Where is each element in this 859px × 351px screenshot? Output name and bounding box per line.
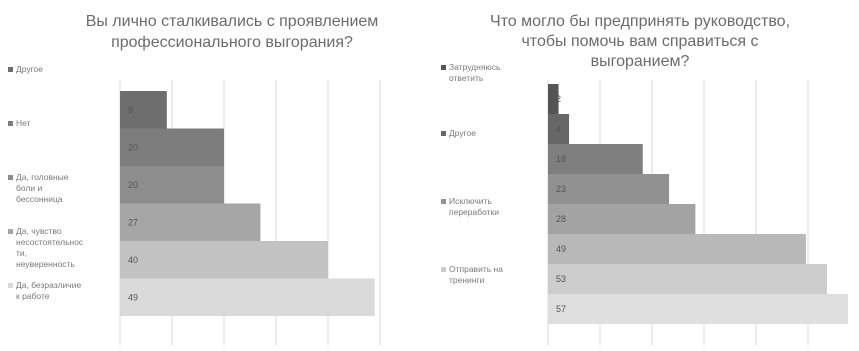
chart-title-line: профессионального выгорания? <box>111 34 353 51</box>
bar <box>548 84 559 114</box>
bar-value-label: 49 <box>556 244 566 254</box>
bar-value-label: 2 <box>556 94 561 104</box>
bar-value-label: 20 <box>128 142 138 152</box>
bar <box>548 264 827 294</box>
chart-management-help: Что могло бы предпринять руководство, что… <box>441 13 848 345</box>
bar-value-label: 57 <box>556 304 566 314</box>
bar <box>548 204 696 234</box>
bar-value-label: 9 <box>128 105 133 115</box>
legend-label: Другое <box>16 64 43 74</box>
legend-swatch <box>441 131 446 136</box>
legend-label: Отправить на <box>449 264 503 274</box>
legend-label: переработки <box>449 207 499 217</box>
legend-label: тренинги <box>449 275 485 285</box>
bar <box>120 278 375 316</box>
legend-swatch <box>8 121 13 126</box>
legend-label: Да, головные <box>16 172 69 182</box>
legend-label: к работе <box>16 291 50 301</box>
chart-title-line: чтобы помочь вам справиться с <box>521 33 758 50</box>
bar <box>548 114 570 144</box>
chart-title-line: выгоранием? <box>591 53 690 70</box>
legend-label: ответить <box>449 73 484 83</box>
bar <box>120 128 224 166</box>
bar <box>120 241 328 279</box>
bar <box>548 294 848 324</box>
bar <box>120 91 167 129</box>
bar <box>548 174 670 204</box>
legend-swatch <box>8 283 13 288</box>
legend-swatch <box>8 67 13 72</box>
bar-value-label: 18 <box>556 154 566 164</box>
bar-value-label: 49 <box>128 292 138 302</box>
bar <box>120 203 261 241</box>
legend-label: Исключить <box>449 196 492 206</box>
legend-swatch <box>441 65 446 70</box>
legend-label: боли и <box>16 183 42 193</box>
chart-burnout-experience: Вы лично сталкивались с проявлением профе… <box>8 13 381 345</box>
bar-value-label: 28 <box>556 214 566 224</box>
bar-value-label: 40 <box>128 255 138 265</box>
bar-value-label: 53 <box>556 274 566 284</box>
legend-swatch <box>441 267 446 272</box>
legend-label: Нет <box>16 118 31 128</box>
legend-label: несостоятельнос <box>16 237 84 247</box>
legend-swatch <box>8 175 13 180</box>
bar <box>548 234 806 264</box>
bar-value-label: 4 <box>556 124 561 134</box>
bar <box>548 144 643 174</box>
bar-value-label: 27 <box>128 217 138 227</box>
bar <box>120 166 224 204</box>
legend-label: Затрудняюсь <box>449 62 501 72</box>
chart-title-line: Вы лично сталкивались с проявлением <box>86 13 379 30</box>
legend-label: бессонница <box>16 194 63 204</box>
legend-label: ти, <box>16 248 27 258</box>
chart-title-line: Что могло бы предпринять руководство, <box>490 13 790 30</box>
legend-swatch <box>8 229 13 234</box>
legend-label: Другое <box>449 128 476 138</box>
legend-label: Да, чувство <box>16 226 62 236</box>
bar-value-label: 23 <box>556 184 566 194</box>
bar-value-label: 20 <box>128 180 138 190</box>
legend-label: Да, безразличие <box>16 280 81 290</box>
legend-swatch <box>441 199 446 204</box>
legend-label: неуверенность <box>16 259 75 269</box>
